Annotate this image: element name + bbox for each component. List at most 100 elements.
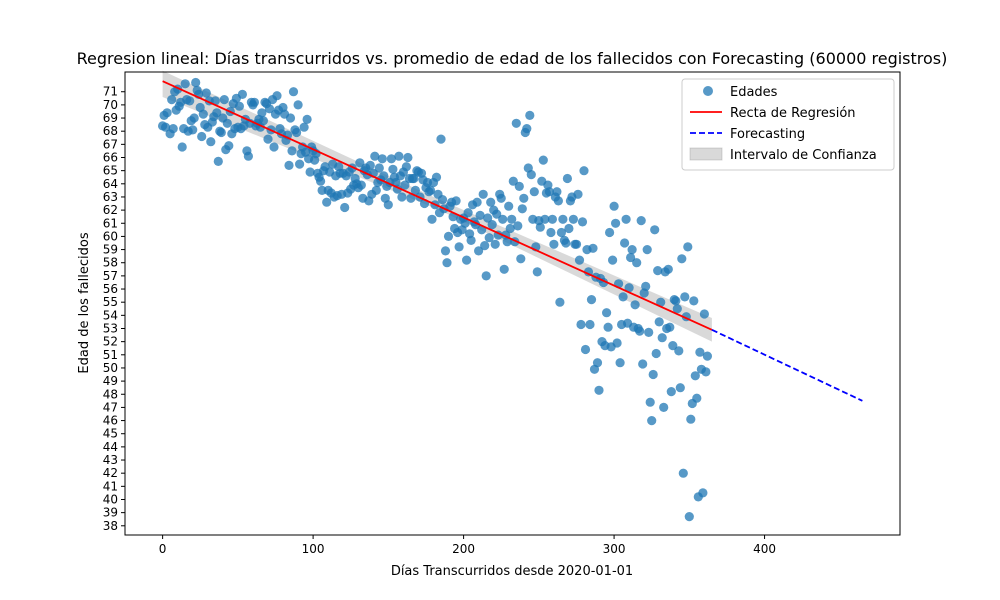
data-point	[365, 160, 375, 170]
data-point	[555, 297, 565, 307]
data-point	[546, 227, 556, 238]
data-point	[615, 358, 625, 368]
legend-label-forecast: Forecasting	[730, 127, 805, 142]
data-point	[626, 252, 636, 263]
y-tick-label: 66	[103, 150, 118, 164]
y-tick-label: 61	[103, 216, 118, 230]
data-point	[502, 237, 512, 247]
data-point	[481, 271, 491, 281]
data-point	[498, 214, 508, 224]
data-point	[561, 238, 571, 248]
data-point	[340, 202, 350, 213]
data-point	[436, 134, 446, 144]
plot-area-frame	[124, 71, 901, 536]
data-point	[249, 97, 259, 107]
legend-label-edades: Edades	[730, 85, 778, 100]
legend: Edades Recta de Regresión Forecasting In…	[681, 78, 895, 171]
data-point	[516, 254, 526, 264]
data-point	[553, 196, 564, 206]
data-point	[632, 258, 642, 268]
legend-marker-edades	[703, 86, 713, 96]
y-axis-label: Edad de los fallecidos	[77, 232, 92, 373]
data-point	[177, 142, 187, 152]
data-point	[302, 114, 312, 124]
y-tick-label: 45	[103, 427, 118, 441]
data-point	[621, 214, 631, 224]
data-point	[162, 108, 172, 118]
y-tick-label: 65	[103, 164, 118, 178]
data-point	[656, 297, 666, 307]
data-point	[573, 189, 583, 199]
y-tick-label: 46	[103, 414, 118, 428]
y-tick-label: 51	[103, 348, 118, 362]
data-point	[544, 187, 555, 197]
y-tick-label: 68	[103, 124, 118, 138]
data-point	[322, 197, 332, 207]
y-tick-label: 58	[103, 256, 118, 270]
data-point	[370, 151, 380, 161]
data-point	[651, 348, 661, 359]
y-tick-label: 64	[103, 177, 118, 191]
y-tick-label: 56	[103, 282, 118, 296]
y-tick-label: 40	[103, 492, 118, 506]
data-point	[295, 159, 305, 169]
data-point	[522, 124, 532, 134]
data-point	[258, 116, 268, 126]
data-point	[666, 387, 676, 397]
data-point	[508, 176, 518, 186]
data-point	[243, 151, 253, 161]
data-point	[216, 127, 226, 138]
data-point	[492, 209, 502, 219]
data-point	[507, 214, 517, 224]
data-point	[237, 89, 247, 99]
data-point	[648, 369, 658, 380]
data-point	[564, 223, 574, 234]
data-point	[699, 309, 710, 319]
data-point	[603, 322, 613, 332]
data-point	[198, 109, 208, 119]
chart-title: Regresion lineal: Días transcurridos vs.…	[77, 49, 948, 68]
data-point	[517, 204, 527, 214]
data-point	[701, 367, 711, 377]
data-point	[431, 172, 442, 182]
data-point	[689, 296, 699, 306]
data-point	[577, 217, 588, 227]
data-point	[511, 118, 521, 128]
data-point	[401, 162, 411, 172]
data-point	[484, 233, 494, 243]
data-point	[472, 197, 482, 207]
data-point	[690, 371, 700, 381]
data-point	[672, 304, 682, 314]
y-tick-label: 63	[103, 190, 118, 204]
x-tick-label: 400	[753, 542, 776, 556]
y-tick-label: 47	[103, 400, 118, 414]
data-point	[191, 77, 201, 88]
data-point	[605, 227, 615, 238]
lines-layer	[162, 80, 863, 402]
y-tick-label: 62	[103, 203, 118, 217]
y-tick-label: 71	[103, 85, 118, 99]
data-point	[504, 201, 514, 211]
data-point	[168, 124, 178, 134]
data-point	[379, 171, 389, 181]
data-point	[547, 214, 558, 224]
y-tick-label: 39	[103, 506, 118, 520]
y-tick-label: 70	[103, 98, 118, 112]
data-point	[558, 214, 568, 224]
data-point	[612, 338, 622, 348]
data-point	[585, 319, 595, 330]
data-point	[263, 134, 273, 144]
x-tick-label: 100	[302, 542, 325, 556]
data-point	[562, 173, 573, 184]
data-point	[410, 185, 420, 195]
data-point	[480, 241, 490, 251]
data-point	[608, 255, 618, 265]
data-point	[644, 327, 654, 337]
data-point	[292, 127, 302, 138]
data-point	[602, 308, 612, 318]
data-point	[525, 110, 535, 120]
data-point	[657, 333, 667, 343]
data-point	[427, 214, 437, 224]
data-point	[519, 193, 529, 203]
